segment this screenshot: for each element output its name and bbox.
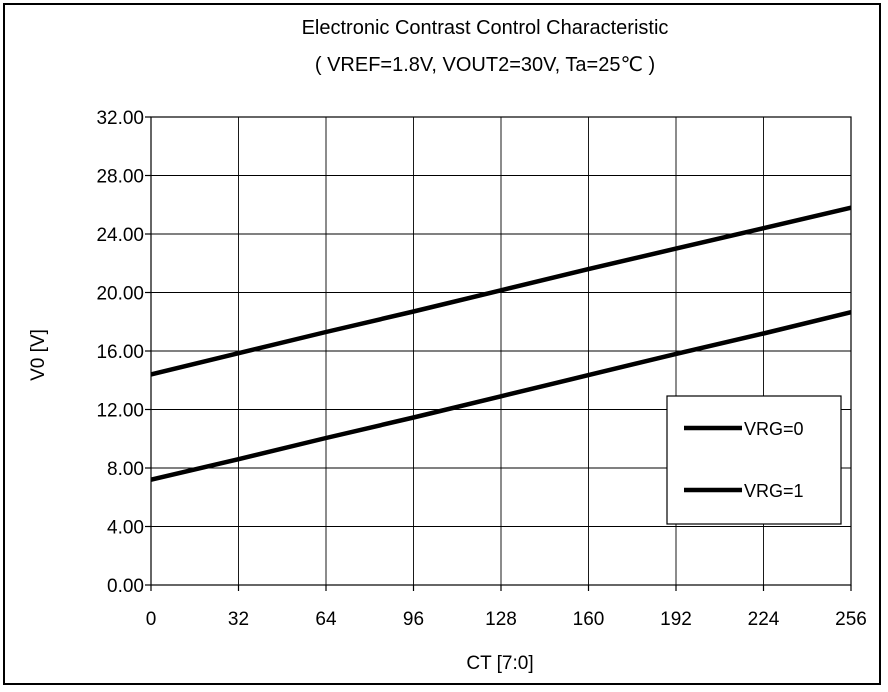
y-axis-label: V0 [V] (28, 329, 49, 381)
y-axis-ticks: 0.00 4.00 8.00 12.00 16.00 20.00 24.00 28.00 32.… (96, 108, 151, 597)
y-tick-label: 24.00 (96, 225, 144, 246)
x-tick-label: 32 (228, 609, 249, 630)
y-tick-label: 32.00 (96, 108, 144, 129)
y-tick-label: 8.00 (107, 459, 144, 480)
legend-label-vrg0: VRG=0 (744, 419, 804, 439)
y-tick-label: 16.00 (96, 342, 144, 363)
y-tick-label: 4.00 (107, 518, 144, 539)
x-axis-label: CT [7:0] (466, 653, 533, 674)
legend-label-vrg1: VRG=1 (744, 481, 804, 501)
x-tick-label: 0 (146, 609, 157, 630)
x-tick-label: 192 (660, 609, 692, 630)
x-tick-label: 256 (835, 609, 867, 630)
series-line-0 (150, 205, 852, 377)
x-tick-label: 224 (748, 609, 780, 630)
legend-box (666, 395, 842, 525)
chart-title: Electronic Contrast Control Characterist… (302, 17, 669, 39)
legend: VRG=0 VRG=1 (666, 395, 842, 525)
x-tick-label: 128 (485, 609, 517, 630)
y-tick-label: 12.00 (96, 401, 144, 422)
x-tick-label: 64 (315, 609, 337, 630)
y-tick-label: 20.00 (96, 284, 144, 305)
series-line-1 (150, 310, 852, 482)
chart-subtitle: ( VREF=1.8V, VOUT2=30V, Ta=25℃ ) (315, 54, 655, 76)
y-tick-label: 0.00 (107, 576, 144, 597)
x-tick-label: 96 (403, 609, 424, 630)
y-tick-label: 28.00 (96, 167, 144, 188)
x-tick-label: 160 (573, 609, 605, 630)
series-lines (150, 205, 852, 482)
x-axis-ticks: 0 32 64 96 128 160 192 224 256 (146, 585, 867, 630)
